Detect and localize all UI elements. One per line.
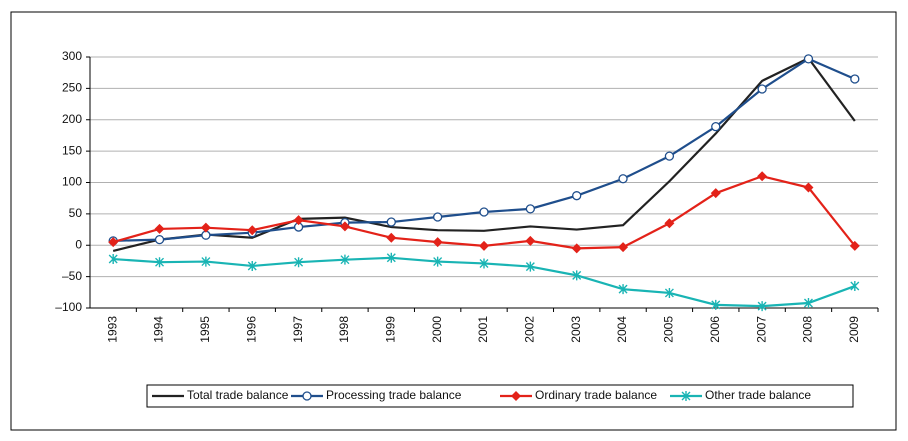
y-tick-label: 0 xyxy=(75,237,82,251)
marker xyxy=(849,240,860,251)
marker xyxy=(711,299,721,310)
x-tick-label: 1996 xyxy=(244,316,258,343)
marker xyxy=(386,252,396,263)
marker xyxy=(386,217,396,227)
frame xyxy=(10,11,897,431)
marker xyxy=(664,218,675,229)
marker xyxy=(525,235,536,246)
marker xyxy=(511,391,521,401)
marker xyxy=(757,171,768,182)
legend-label: Processing trade balance xyxy=(326,388,462,402)
y-tick-label: 150 xyxy=(62,143,82,157)
marker xyxy=(479,207,489,217)
marker xyxy=(618,174,628,184)
marker xyxy=(479,258,489,269)
marker xyxy=(154,223,165,234)
x-tick-label: 2002 xyxy=(523,316,537,343)
marker xyxy=(294,257,304,268)
marker xyxy=(618,284,628,295)
y-tick-label: –50 xyxy=(62,269,82,283)
marker xyxy=(433,256,443,267)
marker xyxy=(432,237,443,248)
marker xyxy=(200,222,211,233)
marker xyxy=(618,242,629,253)
x-tick-label: 2005 xyxy=(662,316,676,343)
x-tick-label: 2001 xyxy=(476,316,490,343)
marker xyxy=(108,237,119,248)
legend-label: Other trade balance xyxy=(705,388,811,402)
y-tick-label: –100 xyxy=(55,300,82,314)
marker xyxy=(664,287,674,298)
marker xyxy=(247,225,258,236)
marker xyxy=(803,54,814,64)
y-tick-label: 100 xyxy=(62,175,82,189)
x-tick-label: 2007 xyxy=(754,316,768,343)
x-tick-label: 1995 xyxy=(198,316,212,343)
marker xyxy=(525,204,536,214)
y-tick-label: 250 xyxy=(62,81,82,95)
marker xyxy=(201,256,211,267)
marker xyxy=(571,243,582,254)
marker xyxy=(757,84,767,94)
legend-label: Ordinary trade balance xyxy=(535,388,657,402)
marker xyxy=(803,182,814,193)
marker xyxy=(340,254,350,265)
marker xyxy=(572,191,582,201)
marker xyxy=(247,260,257,271)
x-tick-label: 1998 xyxy=(337,316,351,343)
marker xyxy=(850,74,860,84)
marker xyxy=(710,188,721,199)
marker xyxy=(803,297,813,308)
x-tick-label: 1994 xyxy=(152,316,166,343)
marker xyxy=(664,151,675,161)
marker xyxy=(108,254,118,265)
marker xyxy=(681,391,691,401)
x-tick-label: 2003 xyxy=(569,316,583,343)
marker xyxy=(479,240,489,251)
y-tick-label: 50 xyxy=(69,206,83,220)
legend-box xyxy=(146,384,854,408)
x-tick-label: 2008 xyxy=(801,316,815,343)
x-tick-label: 2004 xyxy=(615,316,629,343)
marker xyxy=(293,215,304,226)
marker xyxy=(850,281,860,292)
marker xyxy=(432,212,443,222)
x-tick-label: 1997 xyxy=(291,316,305,343)
marker xyxy=(572,270,582,281)
x-tick-label: 2000 xyxy=(430,316,444,343)
marker xyxy=(525,261,535,272)
marker xyxy=(302,391,312,401)
marker xyxy=(386,232,397,243)
x-tick-label: 2009 xyxy=(847,316,861,343)
x-tick-label: 2006 xyxy=(708,316,722,343)
x-tick-label: 1999 xyxy=(383,316,397,343)
series-line xyxy=(112,56,856,252)
x-tick-label: 1993 xyxy=(105,316,119,343)
marker xyxy=(155,257,165,268)
y-tick-label: 200 xyxy=(62,112,82,126)
marker xyxy=(154,234,165,245)
marker xyxy=(711,122,721,132)
y-tick-label: 300 xyxy=(62,49,82,63)
marker xyxy=(757,301,767,312)
legend-label: Total trade balance xyxy=(187,388,289,402)
marker xyxy=(339,221,350,232)
